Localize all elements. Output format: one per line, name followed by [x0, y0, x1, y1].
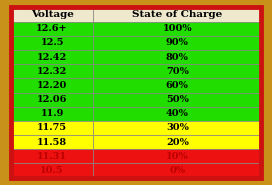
Text: 12.5: 12.5	[41, 38, 64, 47]
Bar	[94, 121, 261, 135]
Bar	[11, 121, 94, 135]
Text: 11.31: 11.31	[37, 152, 67, 161]
Bar	[94, 22, 261, 36]
Text: 12.32: 12.32	[37, 67, 67, 76]
Bar	[11, 64, 94, 78]
Bar	[94, 135, 261, 149]
Text: 12.06: 12.06	[37, 95, 67, 104]
Text: 11.9: 11.9	[41, 109, 64, 118]
Text: 20%: 20%	[166, 138, 189, 147]
Bar	[94, 7, 261, 22]
Text: Voltage: Voltage	[31, 10, 74, 19]
Text: 11.75: 11.75	[37, 123, 67, 132]
Text: 10.5: 10.5	[40, 166, 64, 175]
Text: 70%: 70%	[166, 67, 189, 76]
Text: 10%: 10%	[166, 152, 189, 161]
Bar	[94, 163, 261, 178]
Bar	[11, 163, 94, 178]
Bar	[11, 107, 94, 121]
Bar	[11, 50, 94, 64]
Bar	[94, 149, 261, 163]
Text: 60%: 60%	[166, 81, 189, 90]
Bar	[94, 78, 261, 92]
Text: 100%: 100%	[162, 24, 192, 33]
Bar	[11, 135, 94, 149]
Bar	[94, 50, 261, 64]
Text: 11.58: 11.58	[37, 138, 67, 147]
Text: State of Charge: State of Charge	[132, 10, 222, 19]
Bar	[94, 64, 261, 78]
Text: 80%: 80%	[166, 53, 189, 62]
Text: 90%: 90%	[166, 38, 189, 47]
Text: 30%: 30%	[166, 123, 189, 132]
Text: 12.20: 12.20	[37, 81, 67, 90]
Text: 40%: 40%	[166, 109, 189, 118]
Text: 0%: 0%	[169, 166, 185, 175]
Text: 50%: 50%	[166, 95, 189, 104]
Bar	[11, 149, 94, 163]
Text: 12.6+: 12.6+	[36, 24, 68, 33]
Bar	[11, 7, 94, 22]
Bar	[94, 107, 261, 121]
Bar	[94, 36, 261, 50]
Bar	[94, 92, 261, 107]
Bar	[11, 22, 94, 36]
Bar	[11, 92, 94, 107]
Text: 12.42: 12.42	[37, 53, 67, 62]
Bar	[11, 36, 94, 50]
Bar	[11, 78, 94, 92]
